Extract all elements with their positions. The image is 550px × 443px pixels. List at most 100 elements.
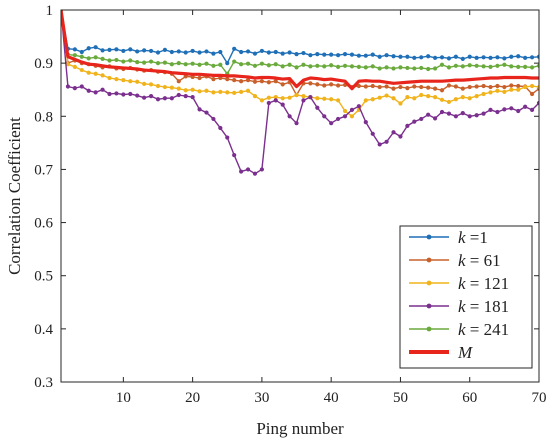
data-point bbox=[273, 62, 278, 67]
data-point bbox=[259, 98, 264, 103]
series-5 bbox=[61, 10, 539, 76]
data-point bbox=[273, 95, 278, 100]
data-point bbox=[529, 83, 535, 89]
data-point bbox=[502, 89, 507, 94]
legend-value: =1 bbox=[466, 228, 488, 247]
data-point bbox=[432, 86, 438, 91]
data-point bbox=[183, 62, 188, 67]
legend-value: = 61 bbox=[466, 251, 501, 270]
data-point bbox=[232, 59, 237, 64]
data-point bbox=[211, 51, 216, 56]
data-point bbox=[460, 95, 465, 100]
data-point bbox=[502, 62, 507, 67]
data-point bbox=[342, 108, 348, 114]
legend-entry: k = 241 bbox=[409, 320, 509, 339]
data-point bbox=[197, 107, 202, 112]
data-point bbox=[336, 53, 341, 58]
data-point bbox=[308, 53, 313, 58]
data-point bbox=[391, 54, 396, 59]
data-point bbox=[349, 107, 355, 113]
data-point bbox=[509, 83, 514, 88]
data-point bbox=[128, 58, 133, 63]
data-point bbox=[65, 84, 71, 89]
data-point bbox=[135, 93, 140, 98]
data-point bbox=[294, 121, 299, 126]
data-point bbox=[398, 84, 403, 90]
data-point bbox=[232, 152, 237, 158]
data-point bbox=[197, 89, 202, 94]
data-point bbox=[79, 67, 84, 73]
data-point bbox=[225, 61, 230, 66]
data-point bbox=[419, 55, 424, 60]
data-point bbox=[363, 84, 368, 89]
data-point bbox=[453, 63, 458, 68]
data-point bbox=[467, 54, 472, 59]
legend-label: k = 241 bbox=[458, 320, 509, 339]
data-point bbox=[516, 87, 521, 92]
data-point bbox=[169, 62, 174, 67]
legend-entry: k = 61 bbox=[409, 251, 501, 270]
data-point bbox=[259, 79, 264, 84]
legend-label: k = 61 bbox=[458, 251, 501, 270]
data-point bbox=[280, 102, 285, 107]
data-point bbox=[176, 79, 181, 84]
data-point bbox=[308, 95, 313, 100]
data-point bbox=[121, 48, 126, 54]
data-point bbox=[86, 46, 91, 51]
data-point bbox=[329, 82, 334, 87]
legend-k: k bbox=[458, 320, 466, 339]
data-point bbox=[419, 65, 424, 71]
data-point bbox=[349, 52, 355, 57]
y-tick-label: 0.5 bbox=[34, 269, 53, 285]
data-point bbox=[197, 62, 202, 67]
data-point bbox=[419, 116, 424, 122]
data-point bbox=[245, 88, 251, 93]
data-point bbox=[100, 56, 105, 61]
data-point bbox=[516, 64, 521, 69]
data-point bbox=[516, 83, 521, 89]
data-point bbox=[142, 81, 147, 86]
data-point bbox=[239, 89, 244, 94]
data-point bbox=[502, 84, 507, 90]
legend-entry: k = 181 bbox=[409, 297, 509, 316]
data-point bbox=[412, 96, 417, 101]
data-point bbox=[536, 100, 539, 106]
data-point bbox=[336, 98, 341, 103]
data-point bbox=[225, 76, 230, 82]
x-tick-label: 10 bbox=[116, 390, 131, 406]
data-point bbox=[100, 48, 105, 53]
x-tick-label: 40 bbox=[324, 390, 339, 406]
data-point bbox=[239, 49, 244, 55]
data-point bbox=[294, 52, 299, 57]
data-point bbox=[301, 93, 306, 99]
data-point bbox=[356, 104, 361, 109]
series-6 bbox=[61, 10, 539, 91]
data-point bbox=[225, 90, 230, 95]
data-point bbox=[315, 52, 320, 57]
data-point bbox=[336, 83, 341, 88]
data-point bbox=[72, 64, 77, 69]
data-point bbox=[446, 83, 452, 88]
data-point bbox=[439, 62, 445, 67]
data-point bbox=[315, 63, 320, 68]
data-point bbox=[155, 83, 161, 89]
data-point bbox=[121, 59, 126, 64]
data-point bbox=[322, 83, 327, 88]
data-point bbox=[107, 91, 112, 97]
data-point bbox=[356, 64, 361, 69]
data-point bbox=[315, 105, 320, 110]
data-point bbox=[239, 79, 244, 84]
data-point bbox=[72, 53, 77, 58]
data-point bbox=[398, 54, 403, 59]
data-point bbox=[252, 63, 258, 68]
legend-entry: k = 121 bbox=[409, 274, 509, 293]
y-tick-label: 0.6 bbox=[34, 216, 53, 232]
data-point bbox=[363, 98, 368, 103]
data-point bbox=[474, 55, 479, 60]
data-point bbox=[439, 97, 445, 102]
data-point bbox=[495, 88, 500, 93]
data-point bbox=[536, 84, 539, 90]
legend-label: k = 181 bbox=[458, 297, 509, 316]
data-point bbox=[273, 49, 278, 55]
data-point bbox=[426, 93, 431, 99]
